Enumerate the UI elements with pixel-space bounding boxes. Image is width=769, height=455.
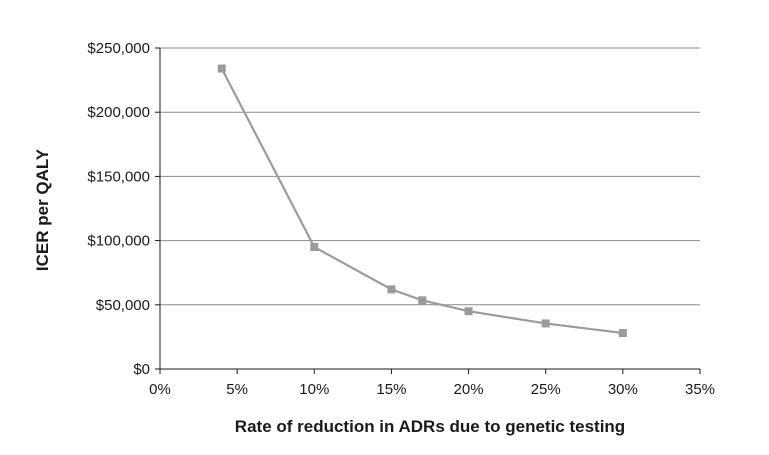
y-axis-title: ICER per QALY bbox=[33, 148, 52, 271]
axes bbox=[155, 47, 701, 374]
data-point bbox=[217, 64, 226, 73]
x-tick-label: 20% bbox=[454, 381, 484, 398]
x-tick-labels: 0% 5% 10% 15% 20% 25% 30% 35% bbox=[149, 381, 715, 398]
y-tick-label: $50,000 bbox=[96, 297, 150, 314]
y-tick-labels: $0 $50,000 $100,000 $150,000 $200,000 $250,00… bbox=[87, 40, 150, 378]
data-point bbox=[310, 243, 319, 252]
series-line bbox=[220, 68, 623, 335]
data-point bbox=[418, 296, 427, 305]
y-tick-label: $200,000 bbox=[87, 104, 150, 121]
gridlines bbox=[160, 47, 700, 306]
x-axis-title: Rate of reduction in ADRs due to genetic… bbox=[235, 417, 625, 436]
series bbox=[217, 64, 627, 338]
y-tick-label: $100,000 bbox=[87, 233, 150, 250]
x-tick-label: 35% bbox=[685, 381, 715, 398]
x-tick-label: 30% bbox=[608, 381, 638, 398]
x-tick-label: 0% bbox=[149, 381, 171, 398]
data-point bbox=[541, 319, 550, 328]
data-point bbox=[387, 285, 396, 294]
x-tick-label: 10% bbox=[299, 381, 329, 398]
data-point bbox=[618, 329, 627, 338]
y-tick-label: $0 bbox=[133, 361, 150, 378]
x-tick-label: 15% bbox=[376, 381, 406, 398]
x-tick-label: 25% bbox=[531, 381, 561, 398]
y-tick-label: $150,000 bbox=[87, 168, 150, 185]
data-point bbox=[464, 307, 473, 316]
y-tick-label: $250,000 bbox=[87, 40, 150, 57]
x-tick-label: 5% bbox=[226, 381, 248, 398]
